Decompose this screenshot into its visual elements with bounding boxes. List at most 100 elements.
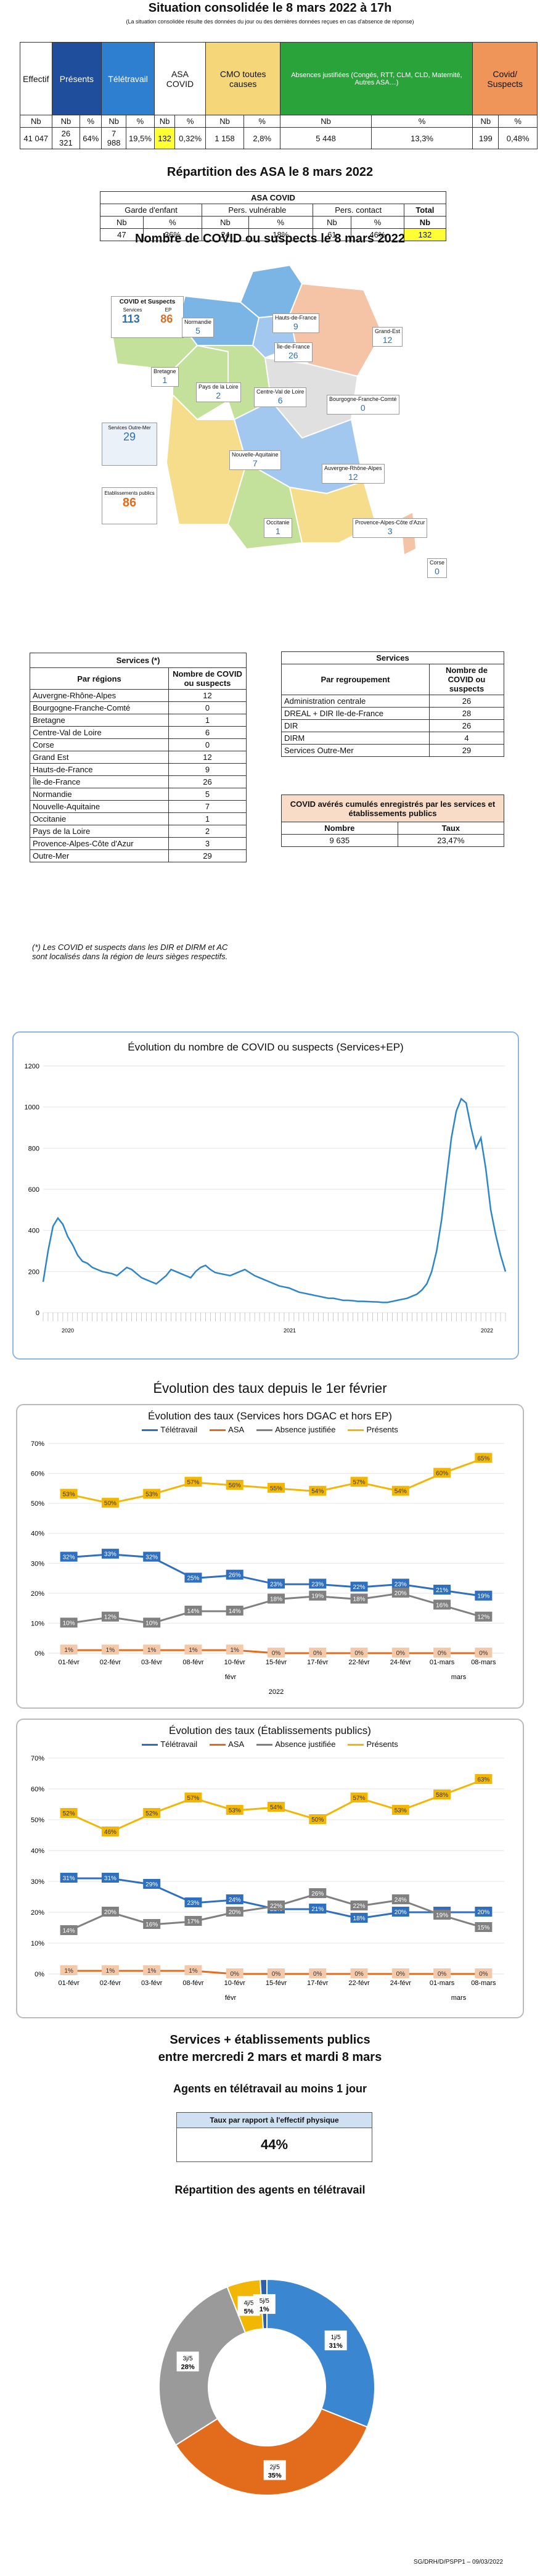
data-label-box	[475, 1774, 493, 1784]
x-month-label: mars	[451, 1994, 467, 2002]
map-legend-col-ep: EP	[165, 307, 172, 313]
footer-title-1: Services + établissements publics	[170, 2033, 370, 2047]
cumul-col1: Nombre	[281, 822, 398, 835]
asa-subheader: Nb	[100, 216, 144, 229]
y-tick-label: 20%	[31, 1909, 44, 1917]
rates-section-title: Évolution des taux depuis le 1er février	[0, 1381, 540, 1397]
asa-value: 47	[100, 228, 144, 241]
table-row: Grand Est 12	[30, 751, 247, 764]
cumul-table: COVID avérés cumulés enregistrés par les…	[281, 795, 505, 847]
data-label: 23%	[311, 1581, 324, 1588]
data-label-box	[184, 1897, 202, 1907]
data-label-box	[309, 1590, 327, 1601]
data-label: 14%	[229, 1608, 241, 1615]
data-label-box	[268, 1802, 285, 1812]
page-subtitle: (La situation consolidée résulte des don…	[126, 19, 414, 25]
legend-item: Présents	[348, 1425, 398, 1434]
group-name: Administration centrale	[281, 695, 430, 708]
region-name: Auvergne-Rhône-Alpes	[30, 689, 169, 702]
region-count: 29	[168, 849, 247, 862]
legend-item: Télétravail	[142, 1425, 197, 1434]
data-label-box	[226, 1805, 243, 1815]
summary-subheader: Nb	[280, 115, 372, 128]
data-label-box	[143, 1617, 161, 1628]
outremer-label: Services Outre-Mer	[108, 425, 151, 431]
map-region-value: 5	[195, 325, 200, 336]
legend-label: ASA	[228, 1740, 245, 1749]
summary-header: ASA COVID	[153, 42, 207, 115]
region-count: 5	[168, 788, 247, 801]
data-label: 22%	[353, 1903, 366, 1910]
region-name: Hauts-de-France	[30, 763, 169, 776]
data-label-box	[475, 1968, 493, 1978]
map-region-value: 9	[293, 321, 298, 331]
map-region-label: Auvergne-Rhône-Alpes 12	[322, 464, 385, 484]
data-label-box	[475, 1590, 493, 1601]
table-row: Occitanie 1	[30, 812, 247, 825]
map-region-name: Bretagne	[153, 368, 176, 374]
data-label: 22%	[353, 1584, 366, 1591]
map-region-label: Provence-Alpes-Côte d'Azur 3	[353, 518, 428, 538]
map-region-value: 7	[252, 458, 258, 468]
region-name: Occitanie	[30, 812, 169, 825]
data-label: 0%	[313, 1650, 322, 1657]
asa-group: Total	[403, 204, 447, 217]
map-region-value: 1	[162, 374, 168, 385]
legend-item: Télétravail	[142, 1740, 197, 1749]
x-tick-label: 03-févr	[141, 1979, 163, 1987]
data-label-box	[226, 1645, 243, 1655]
summary-subheader: %	[243, 115, 281, 128]
cumul-col2: Taux	[397, 822, 505, 835]
region-name: Bourgogne-Franche-Comté	[30, 701, 169, 714]
legend-item: ASA	[210, 1425, 244, 1434]
outremer-box: Services Outre-Mer 29	[102, 423, 157, 466]
table-row: DIR 26	[281, 719, 504, 732]
map-legend: COVID et Suspects Services EP 113 86	[111, 296, 184, 338]
y-tick-label: 60%	[31, 1471, 44, 1478]
slice-value: 1%	[260, 2306, 269, 2313]
data-label-box	[475, 1907, 493, 1917]
slice-label-box	[263, 2460, 286, 2480]
x-tick-label: 08-févr	[182, 1979, 204, 1987]
data-label: 50%	[104, 1500, 117, 1507]
data-label-box	[350, 1593, 368, 1604]
table-row: Nouvelle-Aquitaine 7	[30, 800, 247, 813]
tele-box: Taux par rapport à l'effectif physique 4…	[176, 2112, 372, 2162]
table-row: DIRM 4	[281, 732, 504, 745]
data-label: 18%	[353, 1915, 366, 1922]
data-label-box	[60, 1873, 78, 1883]
asa-subheader: Nb	[403, 216, 447, 229]
data-label-box	[309, 1904, 327, 1913]
map-region-name: Pays de la Loire	[198, 384, 239, 390]
y-tick-label: 30%	[31, 1878, 44, 1886]
y-tick-label: 40%	[31, 1530, 44, 1538]
data-label-box	[433, 1600, 451, 1610]
data-label-box	[268, 1901, 285, 1910]
data-label-box	[391, 1907, 409, 1917]
legend-item: Absence justifiée	[256, 1740, 335, 1749]
y-tick-label: 800	[28, 1145, 39, 1152]
legend-swatch	[142, 1744, 158, 1746]
data-label-box	[60, 1965, 78, 1975]
slice-category: 4j/5	[243, 2300, 254, 2306]
region-name: Centre-Val de Loire	[30, 726, 169, 739]
y-tick-label: 0	[36, 1310, 39, 1317]
rates-services-panel: Évolution des taux (Services hors DGAC e…	[16, 1404, 524, 1709]
slice-value: 35%	[268, 2472, 282, 2479]
asa-subheader: Nb	[312, 216, 352, 229]
data-label-box	[350, 1901, 368, 1910]
data-label: 20%	[395, 1590, 407, 1597]
data-label-box	[143, 1645, 161, 1655]
summary-header: CMO toutes causes	[205, 42, 281, 115]
data-label: 52%	[63, 1810, 75, 1817]
region-count: 12	[168, 751, 247, 764]
map-region-value: 3	[387, 526, 393, 536]
summary-header: Covid/ Suspects	[472, 42, 538, 115]
covid-evolution-panel: Évolution du nombre de COVID ou suspects…	[12, 1031, 519, 1360]
data-label-box	[475, 1611, 493, 1622]
data-label: 53%	[395, 1807, 407, 1814]
data-label: 46%	[104, 1829, 117, 1836]
slice-value: 31%	[329, 2342, 343, 2350]
x-tick-label: 08-mars	[471, 1979, 496, 1987]
data-label: 1%	[106, 1968, 115, 1975]
